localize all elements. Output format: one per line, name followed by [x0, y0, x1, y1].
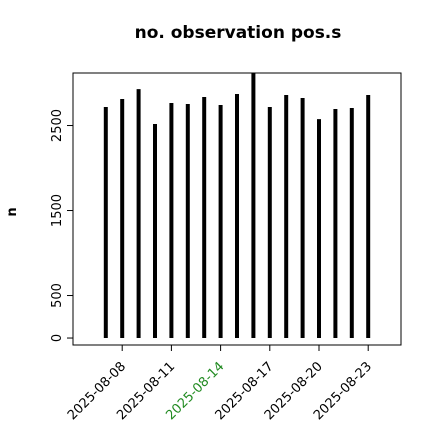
y-tick-label: 0	[50, 334, 65, 342]
y-axis-label: n	[5, 207, 20, 216]
y-tick-label: 1500	[50, 194, 65, 227]
plot-box	[72, 72, 402, 346]
y-tick-label: 500	[50, 283, 65, 308]
y-tick-label: 2500	[50, 109, 65, 142]
chart-title: no. observation pos.s	[135, 23, 342, 43]
